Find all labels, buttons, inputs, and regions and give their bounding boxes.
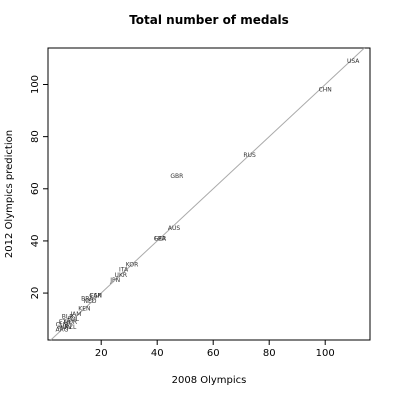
point-label: CHN bbox=[319, 87, 332, 94]
chart-title: Total number of medals bbox=[129, 13, 289, 27]
y-tick-label: 100 bbox=[30, 75, 41, 94]
plot-box bbox=[47, 47, 371, 341]
x-tick-label: 100 bbox=[316, 348, 335, 359]
point-label: ARG bbox=[56, 327, 69, 334]
x-tick-label: 80 bbox=[263, 348, 276, 359]
point-label: GER bbox=[154, 235, 167, 242]
y-tick-label: 40 bbox=[30, 235, 41, 248]
point-label: CUB bbox=[56, 321, 69, 328]
reference-line bbox=[50, 47, 365, 341]
point-label: POL bbox=[67, 316, 79, 323]
y-tick-label: 60 bbox=[30, 182, 41, 195]
point-label: GBR bbox=[170, 173, 183, 180]
point-label: AUS bbox=[168, 225, 180, 232]
point-label: USA bbox=[347, 58, 360, 65]
y-axis-label: 2012 Olympics prediction bbox=[4, 130, 15, 258]
y-tick-label: 80 bbox=[30, 130, 41, 143]
x-tick-label: 20 bbox=[95, 348, 108, 359]
point-label: FRA bbox=[154, 235, 166, 242]
point-label: RUS bbox=[243, 152, 256, 159]
point-label: KEN bbox=[78, 306, 90, 313]
point-label: KOR bbox=[126, 261, 139, 268]
point-label: BLR bbox=[62, 314, 74, 321]
x-tick-label: 60 bbox=[207, 348, 220, 359]
x-axis-label: 2008 Olympics bbox=[172, 375, 247, 386]
point-label: JAM bbox=[70, 311, 82, 318]
point-label: NOR bbox=[64, 319, 77, 326]
point-label: ITA bbox=[119, 267, 129, 274]
y-tick-label: 20 bbox=[30, 287, 41, 300]
point-label: JPN bbox=[109, 277, 120, 284]
point-label: ESP bbox=[90, 293, 102, 300]
point-label: ETH bbox=[59, 319, 71, 326]
point-label: CAN bbox=[89, 293, 102, 300]
point-label: NED bbox=[84, 298, 97, 305]
point-label: NZL bbox=[64, 324, 77, 331]
point-label: HUN bbox=[58, 324, 71, 331]
point-label: UKR bbox=[115, 272, 128, 279]
x-tick-label: 40 bbox=[151, 348, 164, 359]
point-label: BRA bbox=[81, 295, 94, 302]
